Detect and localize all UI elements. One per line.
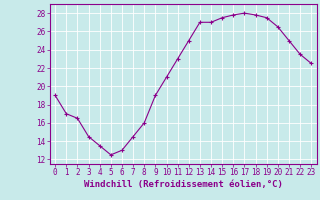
X-axis label: Windchill (Refroidissement éolien,°C): Windchill (Refroidissement éolien,°C) <box>84 180 283 189</box>
